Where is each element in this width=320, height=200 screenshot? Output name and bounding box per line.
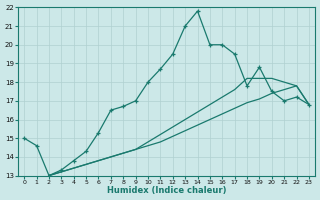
X-axis label: Humidex (Indice chaleur): Humidex (Indice chaleur) (107, 186, 226, 195)
